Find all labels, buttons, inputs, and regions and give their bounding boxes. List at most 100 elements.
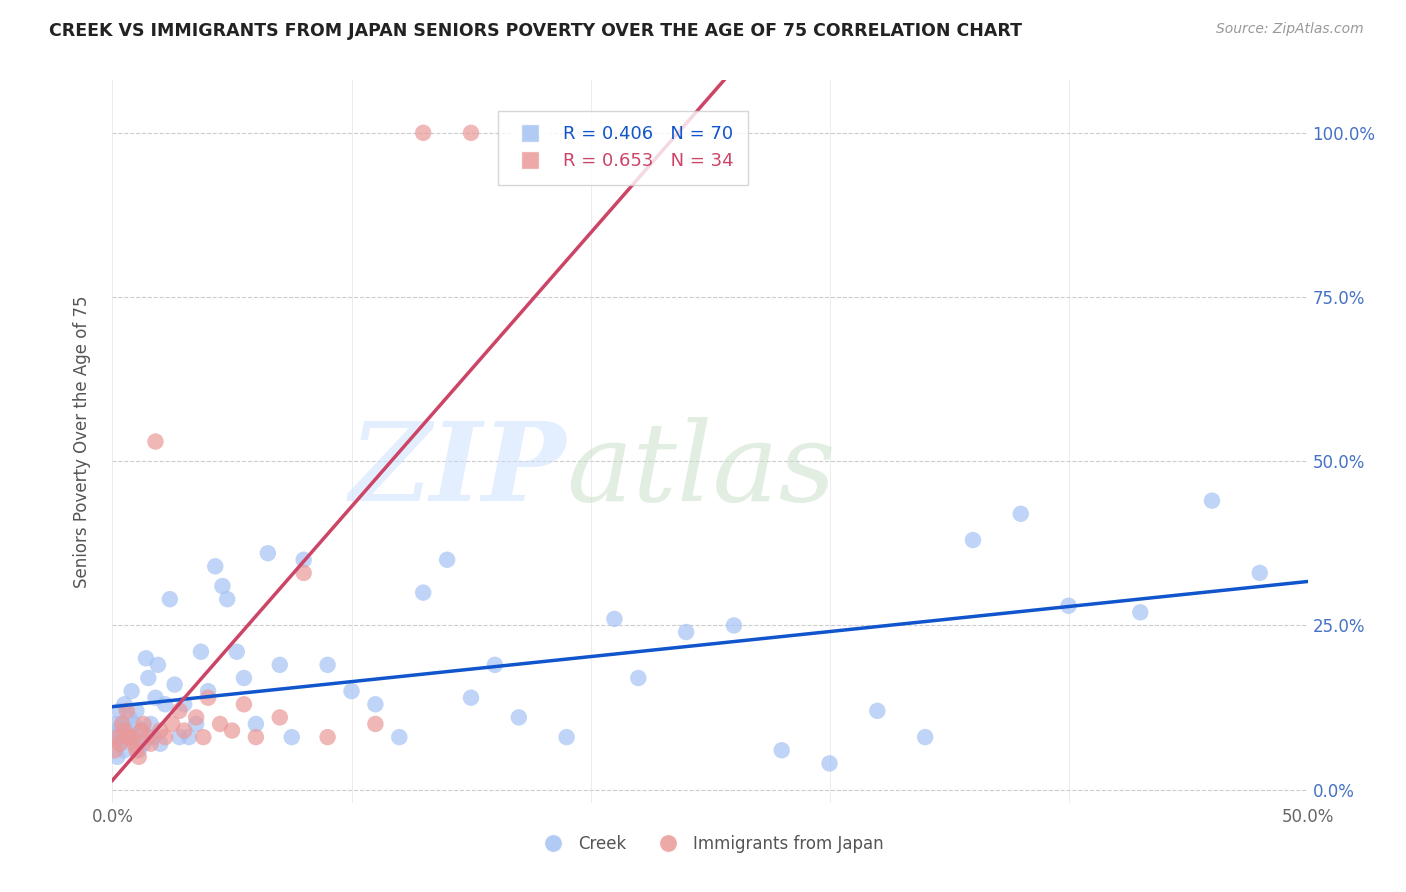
Point [412,585,434,599]
Point [108,737,131,751]
Point [460,126,482,140]
Point [233,671,256,685]
Point [121,684,143,698]
Point [221,723,243,738]
Point [108,704,131,718]
Point [186,717,208,731]
Point [111,717,134,731]
Legend: Creek, Immigrants from Japan: Creek, Immigrants from Japan [530,828,890,860]
Point [217,592,239,607]
Point [145,434,167,449]
Point [111,717,134,731]
Point [104,743,127,757]
Point [770,743,793,757]
Point [197,684,219,698]
Point [138,671,160,685]
Point [436,553,458,567]
Point [603,612,626,626]
Point [173,698,195,712]
Point [139,717,162,731]
Point [269,710,291,724]
Point [121,730,143,744]
Point [108,737,131,751]
Point [173,723,195,738]
Point [153,698,176,712]
Point [132,717,155,731]
Point [114,698,135,712]
Point [122,730,145,744]
Point [132,737,155,751]
Point [412,126,434,140]
Point [292,553,315,567]
Point [145,690,167,705]
Point [257,546,280,560]
Point [159,592,181,607]
Point [125,743,148,757]
Point [316,657,339,672]
Point [105,749,128,764]
Point [269,657,291,672]
Point [135,651,157,665]
Point [128,749,150,764]
Point [104,730,127,744]
Point [162,717,183,731]
Point [281,730,304,744]
Point [193,730,215,744]
Point [866,704,889,718]
Point [340,684,363,698]
Point [114,743,135,757]
Point [115,723,138,738]
Point [129,723,152,738]
Point [484,657,506,672]
Point [292,566,315,580]
Point [245,717,267,731]
Point [139,737,162,751]
Point [122,717,145,731]
Point [460,690,482,705]
Point [118,730,141,744]
Point [138,730,160,744]
Point [818,756,841,771]
Point [627,671,650,685]
Point [129,723,152,738]
Point [1201,493,1223,508]
Point [1129,605,1152,619]
Point [1057,599,1080,613]
Point [233,698,256,712]
Y-axis label: Seniors Poverty Over the Age of 75: Seniors Poverty Over the Age of 75 [73,295,91,588]
Point [104,717,127,731]
Point [128,743,150,757]
Point [186,710,208,724]
Point [169,704,191,718]
Text: Source: ZipAtlas.com: Source: ZipAtlas.com [1216,22,1364,37]
Point [146,657,169,672]
Point [508,710,530,724]
Point [153,730,176,744]
Point [364,698,387,712]
Point [105,723,128,738]
Point [675,625,697,640]
Point [555,730,578,744]
Point [114,723,135,738]
Point [962,533,984,547]
Point [364,717,387,731]
Point [111,730,134,744]
Point [1249,566,1271,580]
Point [914,730,936,744]
Point [149,723,172,738]
Point [149,737,172,751]
Point [723,618,745,632]
Point [190,645,212,659]
Point [125,704,148,718]
Point [115,704,138,718]
Point [225,645,247,659]
Text: ZIP: ZIP [350,417,567,524]
Point [118,710,141,724]
Point [204,559,226,574]
Point [169,730,191,744]
Point [122,737,145,751]
Point [142,730,165,744]
Point [105,730,128,744]
Point [197,690,219,705]
Point [177,730,200,744]
